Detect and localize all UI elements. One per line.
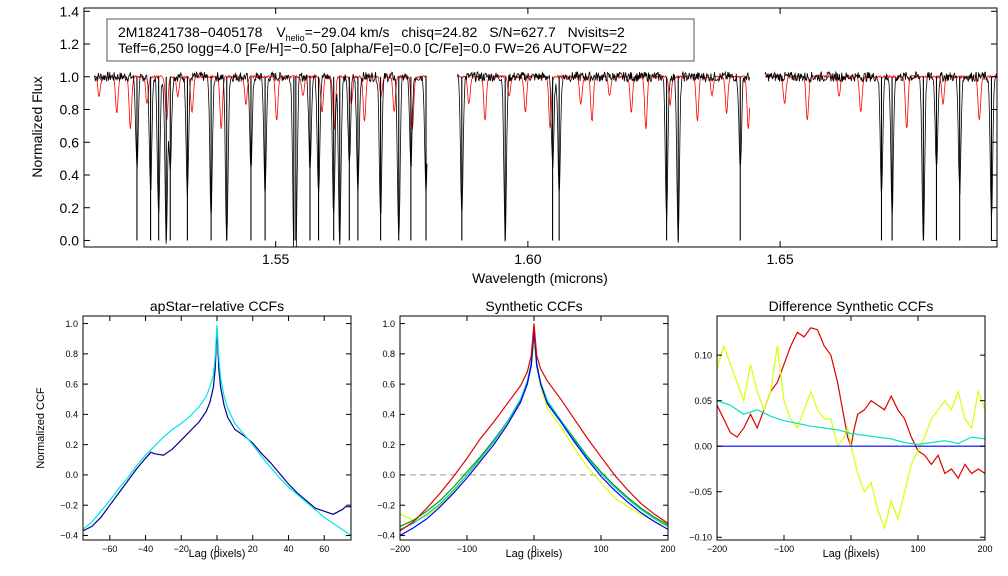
apstar-ccf-axes: −60 −40 −20 0 20 40 60 −0.4 −0.2 0.0 0.2 0.4 0.6 0.8 1… — [60, 316, 351, 554]
difference-y-tick-label: −0.05 — [689, 487, 712, 497]
difference-x-tick-label: 200 — [977, 544, 992, 554]
apstar-y-tick-label: 1.0 — [65, 319, 78, 329]
apstar-y-tick-label: 0.0 — [65, 470, 78, 480]
apstar-series-group — [83, 325, 351, 536]
annotation-vhelio-label: V — [276, 24, 286, 40]
difference-y-tick-label: 0.05 — [694, 396, 712, 406]
synthetic-x-tick-label: 200 — [660, 544, 675, 554]
apstar-x-tick-label: −20 — [174, 544, 189, 554]
synthetic-x-tick-label: 100 — [593, 544, 608, 554]
spectrum-y-tick-label: 0.0 — [60, 232, 80, 248]
difference-series-cyan — [717, 400, 985, 446]
difference-ccf-data — [717, 327, 985, 531]
annotation-vhelio-value: =−29.04 km/s — [305, 24, 390, 40]
spectrum-observed-line-chip-3 — [764, 70, 997, 241]
difference-x-tick-label: 100 — [910, 544, 925, 554]
synthetic-ccf-data — [400, 323, 668, 537]
synthetic-y-tick-label: −0.4 — [377, 531, 395, 541]
spectrum-model-line-chip-3 — [764, 74, 997, 129]
synthetic-x-tick-label: −200 — [390, 544, 410, 554]
spectrum-series-group — [93, 70, 997, 247]
difference-y-tick-label: 0.00 — [694, 441, 712, 451]
annotation-vhelio-subscript: helio — [286, 33, 305, 43]
difference-x-axis-label: Lag (pixels) — [823, 548, 880, 560]
spectrum-axes: 1.55 1.60 1.65 0.0 0.2 0.4 0.6 0.8 1.0 1.2 1.4 — [60, 3, 997, 267]
difference-y-tick-label: 0.10 — [694, 350, 712, 360]
apstar-ccf-panel: apStar−relative CCFs −60 −40 −20 0 20 40 60 −0.… — [35, 298, 352, 560]
synthetic-y-tick-label: −0.2 — [377, 500, 395, 510]
difference-ccf-title: Difference Synthetic CCFs — [769, 298, 934, 314]
apstar-y-tick-label: 0.6 — [65, 379, 78, 389]
difference-x-tick-label: −100 — [774, 544, 794, 554]
synthetic-ccf-axes: −200 −100 0 100 200 −0.4 −0.2 0.0 0.2 0.4 0.6 0.8 1.… — [377, 316, 676, 554]
spectrum-observed-line-chip-2 — [456, 70, 750, 243]
difference-ccf-axes: −200 −100 0 100 200 −0.10 −0.05 0.00 0.05 0.10 — [689, 316, 993, 554]
spectrum-annotation-box: 2M18241738−0405178 Vhelio=−29.04 km/s ch… — [106, 18, 695, 62]
spectrum-x-tick-label: 1.60 — [514, 251, 541, 267]
spectrum-x-axis-label: Wavelength (microns) — [472, 270, 608, 286]
synthetic-y-tick-label: 0.8 — [382, 349, 395, 359]
synthetic-series-red — [400, 323, 668, 532]
synthetic-x-tick-label: 0 — [531, 544, 536, 554]
apstar-y-tick-label: 0.8 — [65, 349, 78, 359]
spectrum-observed-line-chip-1 — [93, 71, 428, 247]
annotation-line-1: 2M18241738−0405178 Vhelio=−29.04 km/s ch… — [118, 24, 625, 43]
synthetic-ccf-title: Synthetic CCFs — [485, 298, 582, 314]
apstar-y-tick-label: −0.4 — [60, 531, 78, 541]
apstar-y-tick-label: −0.2 — [60, 500, 78, 510]
spectrum-plot-frame — [83, 7, 998, 248]
spectrum-x-tick-label: 1.55 — [262, 251, 289, 267]
difference-series-group — [717, 327, 985, 531]
spectrum-y-tick-label: 0.4 — [60, 167, 80, 183]
synthetic-y-tick-label: 1.0 — [382, 319, 395, 329]
annotation-box-frame — [106, 18, 695, 62]
difference-x-tick-label: 0 — [848, 544, 853, 554]
spectrum-y-tick-label: 0.6 — [60, 134, 80, 150]
apstar-ccf-title: apStar−relative CCFs — [150, 298, 284, 314]
apstar-x-tick-label: 40 — [283, 544, 293, 554]
synthetic-y-tick-label: 0.0 — [382, 470, 395, 480]
difference-ccf-panel: Difference Synthetic CCFs −200 −100 0 100 20… — [689, 298, 992, 560]
spectrum-data — [93, 70, 997, 247]
annotation-star-id: 2M18241738−0405178 — [118, 24, 263, 40]
spectrum-y-tick-label: 1.2 — [60, 36, 80, 52]
spectrum-y-axis-label: Normalized Flux — [29, 76, 45, 177]
apstar-y-tick-label: 0.2 — [65, 440, 78, 450]
spectrum-y-tick-label: 1.4 — [60, 3, 80, 19]
synthetic-x-tick-label: −100 — [457, 544, 477, 554]
synthetic-y-tick-label: 0.2 — [382, 440, 395, 450]
apstar-x-axis-label: Lag (pixels) — [189, 548, 246, 560]
synthetic-ccf-panel: Synthetic CCFs −200 −100 0 100 200 −0.4 −0.2 0.… — [377, 298, 675, 560]
difference-x-tick-label: −200 — [707, 544, 727, 554]
synthetic-y-tick-label: 0.6 — [382, 379, 395, 389]
synthetic-series-yellow — [400, 341, 668, 527]
spectrum-panel: 1.55 1.60 1.65 0.0 0.2 0.4 0.6 0.8 1.0 1.2 1.4 Wav… — [29, 3, 998, 286]
difference-y-tick-label: −0.10 — [689, 533, 712, 543]
spectrum-y-tick-label: 1.0 — [60, 69, 80, 85]
spectrum-x-tick-label: 1.65 — [766, 251, 793, 267]
apstar-x-tick-label: 0 — [214, 544, 219, 554]
annotation-chisq: chisq=24.82 — [401, 24, 477, 40]
spectrum-y-tick-label: 0.2 — [60, 200, 80, 216]
synthetic-y-tick-label: 0.4 — [382, 410, 395, 420]
apstar-x-tick-label: −60 — [102, 544, 117, 554]
apstar-y-tick-label: 0.4 — [65, 410, 78, 420]
apstar-y-axis-label: Normalized CCF — [35, 387, 47, 469]
apstar-ccf-data — [83, 325, 351, 536]
annotation-nvisits: Nvisits=2 — [568, 24, 625, 40]
apstar-x-tick-label: 60 — [319, 544, 329, 554]
synthetic-x-axis-label: Lag (pixels) — [506, 548, 563, 560]
annotation-line-2: Teff=6,250 logg=4.0 [Fe/H]=−0.50 [alpha/… — [118, 40, 627, 56]
apstar-x-tick-label: −40 — [138, 544, 153, 554]
synthetic-series-group — [400, 323, 668, 537]
annotation-snr: S/N=627.7 — [489, 24, 556, 40]
apstar-series-visit-2 — [83, 325, 351, 536]
spectrum-y-tick-label: 0.8 — [60, 102, 80, 118]
apstar-x-tick-label: 20 — [248, 544, 258, 554]
